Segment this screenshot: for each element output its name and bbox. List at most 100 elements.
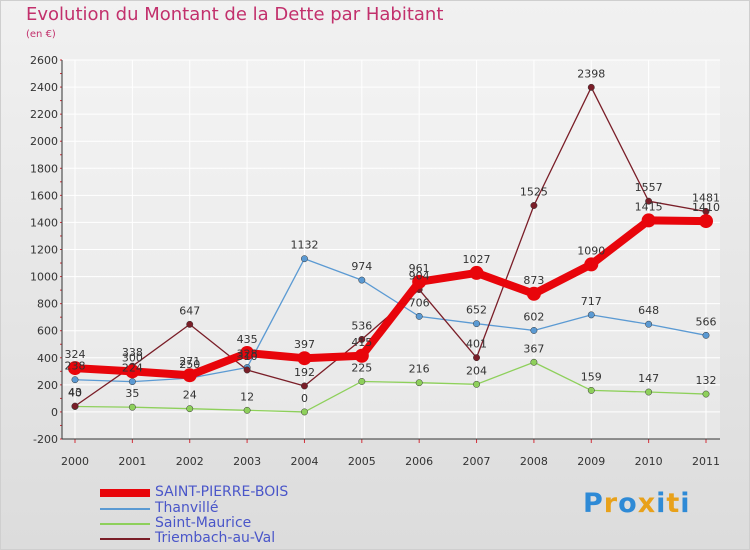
y-tick-label: 400 — [37, 352, 58, 365]
legend-label: Saint-Maurice — [155, 515, 252, 531]
legend-label: Thanvillé — [155, 500, 219, 516]
y-tick-label: 800 — [37, 298, 58, 311]
y-tick-label: 0 — [51, 406, 58, 419]
data-point — [699, 214, 713, 229]
data-point — [473, 320, 480, 328]
data-point — [71, 402, 79, 410]
data-point — [128, 378, 136, 386]
chart-title: Evolution du Montant de la Dette par Hab… — [26, 4, 444, 25]
data-point — [71, 376, 79, 384]
data-label: 1027 — [463, 253, 491, 266]
data-point — [297, 351, 312, 366]
data-label: 204 — [466, 364, 487, 377]
data-point — [240, 346, 255, 361]
y-tick-label: 2400 — [30, 81, 58, 94]
data-label: 717 — [581, 295, 602, 308]
data-label: 225 — [351, 361, 372, 374]
data-label: 310 — [237, 350, 258, 363]
data-label: 2398 — [577, 67, 605, 80]
data-point — [587, 311, 595, 319]
data-label: 328 — [237, 348, 258, 361]
legend-swatch — [100, 523, 150, 525]
data-label: 0 — [301, 392, 308, 405]
data-point — [645, 388, 653, 396]
data-label: 974 — [351, 260, 372, 273]
data-label: 415 — [351, 336, 372, 349]
y-tick-label: 200 — [37, 379, 58, 392]
x-tick-label: 2009 — [577, 455, 605, 468]
data-point — [301, 255, 308, 263]
data-label: 1410 — [692, 201, 720, 214]
data-label: 43 — [68, 386, 82, 399]
x-tick-label: 2002 — [176, 455, 204, 468]
data-point — [128, 403, 136, 411]
data-label: 40 — [68, 387, 82, 400]
data-label: 271 — [179, 355, 200, 368]
data-point — [645, 320, 653, 328]
data-label: 324 — [65, 348, 86, 361]
data-label: 224 — [122, 362, 143, 375]
data-label: 648 — [638, 304, 659, 317]
x-tick-label: 2011 — [692, 455, 720, 468]
data-label: 12 — [240, 390, 254, 403]
y-tick-label: 1200 — [30, 244, 58, 257]
logo-letter: r — [603, 488, 619, 519]
x-tick-label: 2003 — [233, 455, 261, 468]
data-point — [186, 320, 194, 328]
data-label: 24 — [183, 389, 197, 402]
data-label: 961 — [409, 262, 430, 275]
data-label: 652 — [466, 304, 487, 317]
data-label: 397 — [294, 338, 315, 351]
data-point — [358, 276, 366, 284]
data-point — [301, 408, 308, 416]
x-tick-label: 2000 — [61, 455, 89, 468]
data-point — [702, 331, 710, 339]
y-tick-label: 1600 — [30, 189, 58, 202]
legend-swatch — [100, 508, 150, 510]
x-tick-label: 2005 — [348, 455, 376, 468]
data-label: 566 — [696, 315, 717, 328]
y-tick-label: -200 — [33, 433, 58, 446]
data-point — [473, 354, 480, 362]
data-label: 1090 — [577, 244, 605, 257]
data-point — [526, 286, 541, 301]
data-label: 238 — [65, 360, 86, 373]
data-label: 1415 — [635, 200, 663, 213]
y-tick-label: 600 — [37, 325, 58, 338]
y-tick-label: 1400 — [30, 216, 58, 229]
logo-letter: t — [666, 488, 681, 519]
x-tick-label: 2008 — [520, 455, 548, 468]
data-label: 159 — [581, 370, 602, 383]
data-label: 401 — [466, 338, 487, 351]
chart-subtitle: (en €) — [26, 29, 56, 40]
data-label: 192 — [294, 366, 315, 379]
data-point — [358, 378, 366, 385]
data-point — [584, 257, 599, 272]
legend-label: Triembach-au-Val — [155, 530, 276, 546]
y-tick-label: 1000 — [30, 271, 58, 284]
data-label: 1525 — [520, 186, 548, 199]
data-point — [530, 326, 538, 334]
y-tick-label: 2000 — [30, 135, 58, 148]
data-label: 647 — [179, 304, 200, 317]
x-tick-label: 2010 — [635, 455, 663, 468]
data-label: 35 — [125, 387, 139, 400]
x-tick-label: 2001 — [118, 455, 146, 468]
data-point — [301, 382, 308, 390]
data-label: 602 — [523, 310, 544, 323]
data-label: 1132 — [290, 239, 318, 252]
data-label: 300 — [122, 351, 143, 364]
data-label: 904 — [409, 270, 430, 283]
data-point — [587, 386, 595, 394]
legend-swatch — [100, 538, 150, 540]
data-point — [412, 274, 427, 289]
data-label: 216 — [409, 363, 430, 376]
y-tick-label: 1800 — [30, 162, 58, 175]
legend-label: SAINT-PIERRE-BOIS — [155, 484, 289, 500]
data-label: 435 — [237, 333, 258, 346]
x-tick-label: 2007 — [463, 455, 491, 468]
data-label: 338 — [122, 346, 143, 359]
proxiti-logo: Proxiti — [583, 488, 691, 519]
